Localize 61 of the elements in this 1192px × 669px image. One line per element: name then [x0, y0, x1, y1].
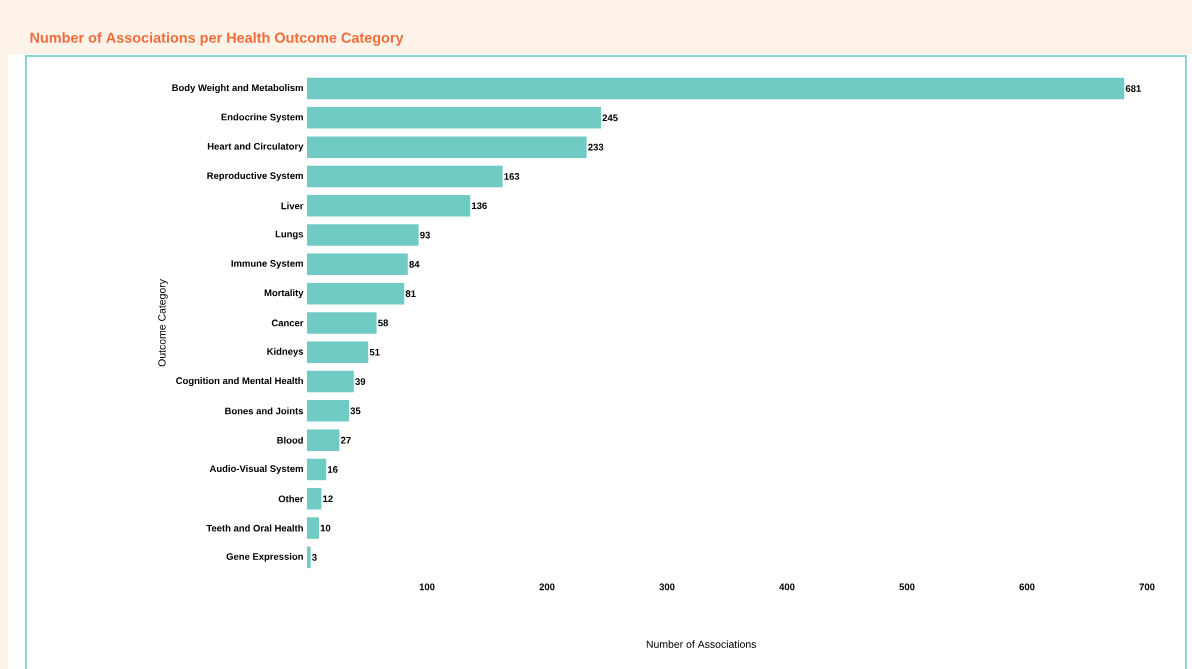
- data-label: 3: [312, 554, 317, 561]
- chart-title: Number of Associations per Health Outcome Category: [30, 32, 404, 46]
- bar: [307, 165, 503, 188]
- data-label: 233: [588, 143, 604, 151]
- y-tick-label: Reproductive System: [207, 172, 303, 181]
- bar: [307, 107, 602, 129]
- bar: [307, 458, 327, 481]
- y-tick-label: Endocrine System: [221, 113, 303, 123]
- x-axis-title: Number of Associations: [646, 640, 757, 648]
- x-tick-label: 500: [899, 583, 915, 591]
- x-tick-label: 100: [419, 583, 435, 591]
- bar: [307, 546, 311, 569]
- y-tick-label: Mortality: [264, 289, 304, 299]
- y-tick-label: Cancer: [271, 319, 304, 327]
- data-label: 245: [602, 114, 618, 122]
- y-tick-label: Liver: [281, 202, 304, 210]
- bar: [307, 341, 369, 364]
- y-axis-title: Outcome Category: [158, 279, 168, 367]
- y-tick-label: Cognition and Mental Health: [176, 377, 303, 386]
- data-label: 84: [409, 261, 420, 268]
- y-tick-label: Other: [278, 495, 304, 503]
- bar: [307, 429, 340, 451]
- x-tick-label: 700: [1139, 583, 1155, 591]
- y-tick-label: Body Weight and Metabolism: [172, 84, 303, 93]
- bar: [307, 312, 377, 334]
- y-tick-label: Gene Expression: [226, 552, 303, 562]
- bar: [307, 282, 405, 305]
- y-tick-label: Lungs: [275, 230, 304, 240]
- data-label: 12: [323, 495, 333, 503]
- data-label: 681: [1125, 85, 1141, 92]
- bar: [307, 224, 419, 246]
- y-tick-label: Heart and Circulatory: [207, 142, 304, 152]
- data-label: 81: [405, 290, 416, 298]
- bar: [307, 488, 322, 510]
- bar: [307, 370, 354, 393]
- x-tick-label: 600: [1019, 583, 1035, 591]
- data-label: 35: [350, 407, 361, 415]
- data-label: 136: [472, 202, 487, 210]
- bar: [307, 195, 471, 217]
- data-label: 39: [355, 378, 366, 385]
- bar: [307, 136, 587, 158]
- bar: [307, 253, 408, 276]
- data-label: 27: [340, 436, 351, 444]
- y-tick-label: Blood: [277, 436, 303, 444]
- data-label: 51: [369, 348, 380, 356]
- bar: [307, 517, 320, 539]
- bar: [307, 400, 350, 422]
- bar: [307, 77, 1125, 100]
- y-tick-label: Kidneys: [267, 347, 304, 357]
- data-label: 163: [504, 173, 520, 180]
- data-label: 10: [320, 524, 331, 532]
- data-label: 58: [378, 319, 389, 327]
- y-tick-label: Bones and Joints: [225, 407, 304, 415]
- x-tick-label: 200: [539, 583, 555, 591]
- y-tick-label: Audio-Visual System: [209, 465, 303, 474]
- x-tick-label: 400: [779, 583, 795, 591]
- y-tick-label: Teeth and Oral Health: [206, 524, 303, 532]
- y-tick-label: Immune System: [231, 260, 303, 269]
- data-label: 93: [420, 231, 430, 239]
- x-tick-label: 300: [659, 583, 675, 591]
- data-label: 16: [328, 466, 338, 473]
